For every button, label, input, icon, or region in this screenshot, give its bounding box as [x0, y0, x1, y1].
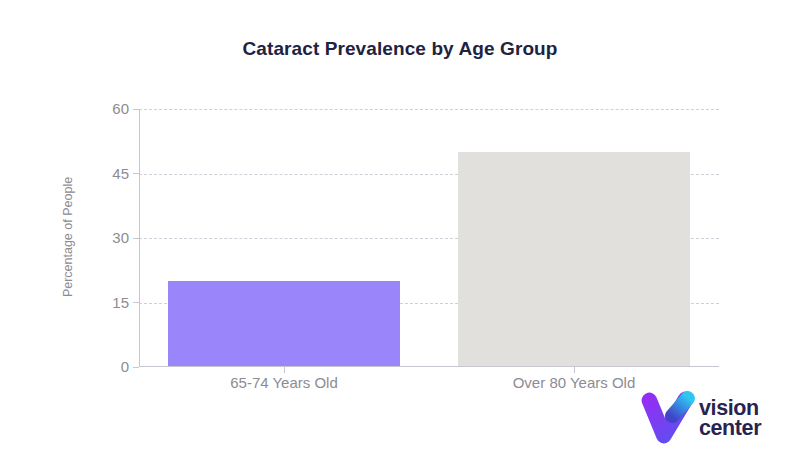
y-axis-tick-60: [133, 109, 139, 110]
x-axis-line: [139, 366, 719, 367]
y-axis-tick-0: [133, 367, 139, 368]
y-tick-label-45: 45: [69, 164, 129, 181]
bar-over-80-years-old: [458, 152, 690, 367]
y-axis-tick-45: [133, 173, 139, 174]
plot-area: 01530456065-74 Years OldOver 80 Years Ol…: [139, 109, 719, 367]
gridline-60: [139, 109, 719, 110]
logo-wordmark: vision center: [699, 398, 761, 438]
y-tick-label-15: 15: [69, 293, 129, 310]
bar-65-74-years-old: [168, 281, 400, 367]
x-tick-label-65-74-years-old: 65-74 Years Old: [139, 374, 429, 391]
y-tick-label-60: 60: [69, 100, 129, 117]
chart-canvas: Cataract Prevalence by Age Group Percent…: [0, 0, 800, 470]
y-tick-label-30: 30: [69, 229, 129, 246]
logo-word-center: center: [699, 418, 761, 438]
chart-title: Cataract Prevalence by Age Group: [0, 38, 800, 60]
vision-center-v-icon: [639, 389, 697, 447]
y-axis-tick-30: [133, 238, 139, 239]
x-axis-tick-65-74-years-old: [284, 367, 285, 373]
logo-word-vision: vision: [699, 398, 761, 418]
y-axis-line: [139, 109, 140, 367]
y-axis-tick-15: [133, 302, 139, 303]
vision-center-logo[interactable]: vision center: [639, 389, 761, 447]
x-axis-tick-over-80-years-old: [574, 367, 575, 373]
y-tick-label-0: 0: [69, 358, 129, 375]
